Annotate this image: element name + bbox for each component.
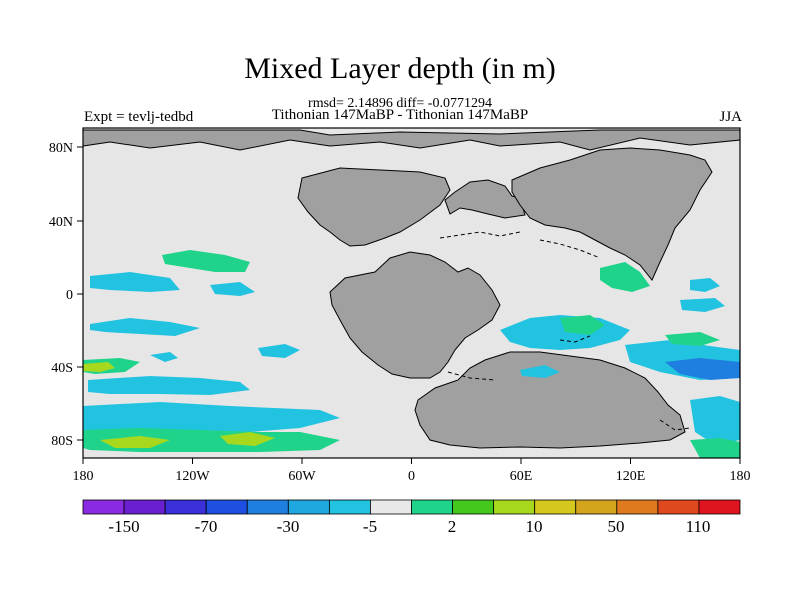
anomaly-patch: [258, 344, 300, 358]
lat-label: 40N: [49, 215, 73, 230]
lat-ticks: [77, 146, 83, 441]
colorbar-label: 110: [686, 517, 711, 536]
colorbar-swatch: [164, 499, 207, 515]
anomaly-patch: [520, 365, 560, 378]
contour-line: [559, 335, 591, 343]
lon-label: 60W: [288, 469, 316, 484]
contour-lines: [439, 231, 691, 431]
continent-europe: [444, 179, 526, 219]
colorbar: [82, 499, 741, 515]
stats-line: rmsd= 2.14896 diff= -0.0771294: [308, 96, 492, 111]
colorbar-swatch: [411, 499, 453, 515]
colorbar-swatch: [287, 499, 330, 515]
anomaly-patch: [83, 402, 340, 434]
lat-label: 80S: [51, 434, 73, 449]
contour-line: [539, 239, 601, 259]
anomaly-patches: [83, 250, 740, 458]
anomaly-patch: [162, 250, 250, 272]
contour-line: [659, 419, 691, 431]
subtitle: Tithonian 147MaBP - Tithonian 147MaBP: [271, 107, 529, 123]
colorbar-swatch: [123, 499, 166, 515]
colorbar-swatch: [82, 499, 125, 515]
colorbar-swatch: [205, 499, 248, 515]
anomaly-patch: [210, 282, 255, 296]
lon-label: 120E: [616, 469, 646, 484]
colorbar-swatch: [452, 499, 495, 515]
colorbar-swatch: [328, 499, 371, 515]
map-title: Mixed Layer depth (in m): [244, 52, 556, 85]
contour-line: [447, 371, 496, 381]
colorbar-label: -70: [195, 517, 218, 536]
continent-north-america: [297, 167, 451, 247]
anomaly-patch: [690, 278, 720, 292]
anomaly-patch: [83, 362, 115, 372]
anomaly-patch: [690, 396, 740, 445]
continent-gondwana-east: [414, 351, 686, 449]
continent-asia: [511, 147, 713, 281]
lon-ticks: [82, 458, 741, 464]
colorbar-swatch: [534, 499, 577, 515]
colorbar-label: -150: [108, 517, 139, 536]
anomaly-patch: [680, 298, 725, 312]
lon-label: 120W: [175, 469, 210, 484]
colorbar-swatch: [493, 499, 536, 515]
colorbar-swatch: [698, 499, 741, 515]
anomaly-patch: [220, 432, 275, 446]
continent-gondwana-west: [329, 251, 501, 379]
colorbar-label: -5: [363, 517, 377, 536]
lon-label: 0: [408, 469, 415, 484]
anomaly-patch: [100, 436, 170, 448]
anomaly-patch: [690, 438, 740, 458]
colorbar-swatch: [657, 499, 700, 515]
lon-label: 180: [73, 469, 94, 484]
anomaly-patch: [600, 262, 650, 292]
experiment-label: Expt = tevlj-tedbd: [84, 109, 194, 125]
anomaly-patch: [665, 358, 740, 380]
arctic-land: [82, 129, 741, 151]
lon-label: 60E: [510, 469, 533, 484]
anomaly-patch: [88, 376, 250, 395]
colorbar-swatch: [370, 499, 412, 515]
colorbar-swatch: [616, 499, 659, 515]
anomaly-patch: [90, 272, 180, 292]
lat-label: 40S: [51, 361, 73, 376]
anomaly-patch: [665, 332, 720, 346]
season-label: JJA: [719, 109, 742, 125]
colorbar-label: 10: [526, 517, 543, 536]
lon-label: 180: [730, 469, 751, 484]
colorbar-label: 50: [608, 517, 625, 536]
lat-label: 80N: [49, 141, 73, 156]
colorbar-swatch: [575, 499, 618, 515]
anomaly-patch: [560, 315, 605, 335]
lat-label: 0: [66, 288, 73, 303]
colorbar-swatch: [246, 499, 289, 515]
map-panel: [82, 127, 741, 459]
colorbar-label: 2: [448, 517, 457, 536]
anomaly-patch: [150, 352, 178, 362]
anomaly-patch: [90, 318, 200, 336]
colorbar-label: -30: [277, 517, 300, 536]
